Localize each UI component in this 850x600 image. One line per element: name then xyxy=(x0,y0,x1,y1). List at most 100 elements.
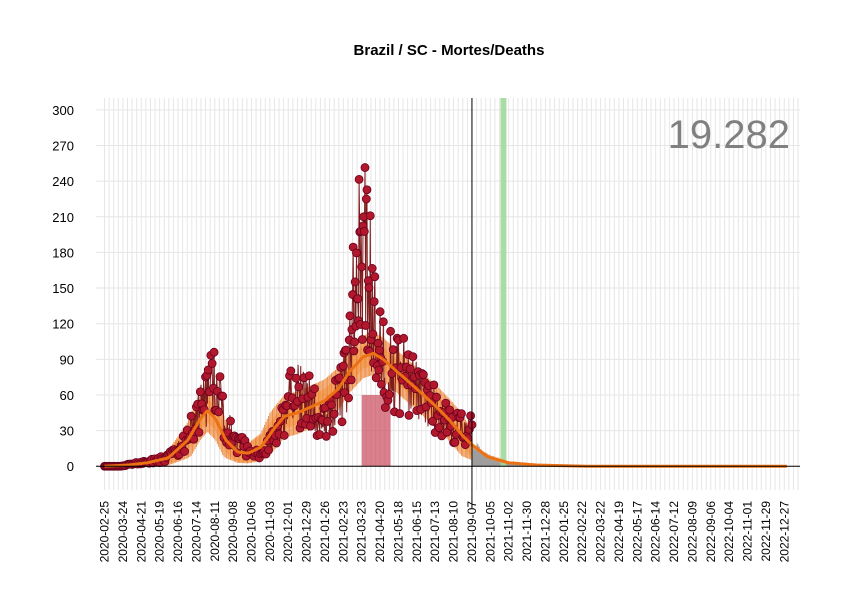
daily-deaths-point xyxy=(408,352,418,361)
x-tick-label: 2021-05-18 xyxy=(391,501,405,563)
daily-deaths-point xyxy=(352,248,361,258)
y-tick-label: 240 xyxy=(52,174,74,189)
x-tick-label: 2021-11-30 xyxy=(520,501,534,562)
x-tick-label: 2022-02-22 xyxy=(575,501,589,563)
x-tick-label: 2021-12-28 xyxy=(538,501,552,563)
y-tick-label: 120 xyxy=(52,317,74,332)
daily-deaths-point xyxy=(195,387,205,397)
daily-deaths-point xyxy=(375,345,384,355)
daily-deaths-point xyxy=(344,393,354,403)
daily-deaths-point xyxy=(279,431,289,440)
x-tick-label: 2021-11-02 xyxy=(502,501,516,562)
daily-deaths-point xyxy=(226,416,235,426)
y-tick-label: 300 xyxy=(52,103,74,118)
x-tick-label: 2021-04-20 xyxy=(373,501,387,563)
daily-deaths-point xyxy=(214,407,224,417)
daily-deaths-point xyxy=(386,326,395,336)
x-tick-label: 2022-07-12 xyxy=(667,501,681,563)
daily-deaths-point xyxy=(264,445,273,455)
daily-deaths-point xyxy=(359,227,369,236)
daily-deaths-point xyxy=(354,174,364,184)
daily-deaths-point xyxy=(338,361,348,371)
daily-deaths-point xyxy=(362,185,372,195)
daily-deaths-point xyxy=(215,372,225,382)
daily-deaths-point xyxy=(432,392,441,402)
daily-deaths-point xyxy=(304,371,314,381)
daily-deaths-point xyxy=(349,346,359,356)
x-tick-label: 2021-09-07 xyxy=(465,501,479,563)
daily-deaths-point xyxy=(272,438,281,448)
daily-deaths-point xyxy=(442,427,452,437)
chart-title: Brazil / SC - Mortes/Deaths xyxy=(354,42,545,59)
x-tick-label: 2022-08-09 xyxy=(685,501,699,563)
forecast-bars xyxy=(472,98,575,467)
x-tick-label: 2020-12-01 xyxy=(281,501,295,563)
daily-deaths-point xyxy=(374,365,384,375)
daily-deaths-point xyxy=(373,338,383,348)
daily-deaths-point xyxy=(378,317,388,327)
daily-deaths-point xyxy=(286,366,296,376)
daily-deaths-point xyxy=(327,400,336,410)
daily-deaths-point xyxy=(404,410,414,420)
x-tick-label: 2020-09-08 xyxy=(226,501,240,563)
daily-deaths-point xyxy=(441,398,451,408)
x-tick-label: 2020-04-21 xyxy=(134,501,148,563)
daily-deaths-point xyxy=(429,380,439,390)
x-tick-label: 2020-06-16 xyxy=(171,501,185,563)
x-tick-label: 2022-12-27 xyxy=(777,501,791,563)
daily-deaths-point xyxy=(310,384,319,394)
daily-deaths-point xyxy=(207,359,217,368)
x-tick-label: 2021-03-23 xyxy=(355,501,369,563)
daily-deaths-point xyxy=(218,391,228,401)
x-tick-label: 2020-02-25 xyxy=(98,501,112,563)
daily-deaths-point xyxy=(350,277,360,287)
daily-deaths-point xyxy=(203,365,213,375)
y-tick-label: 30 xyxy=(60,424,74,439)
daily-deaths-point xyxy=(294,382,304,392)
daily-deaths-point xyxy=(418,370,428,380)
x-tick-label: 2022-06-14 xyxy=(649,501,663,563)
daily-deaths-series xyxy=(100,163,477,471)
daily-deaths-point xyxy=(341,345,351,355)
daily-deaths-point xyxy=(434,423,444,432)
x-tick-label: 2020-08-11 xyxy=(208,501,222,562)
y-tick-label: 90 xyxy=(60,352,74,367)
y-tick-label: 180 xyxy=(52,245,74,260)
daily-deaths-point xyxy=(375,307,385,317)
daily-deaths-point xyxy=(321,431,331,441)
x-tick-label: 2020-03-24 xyxy=(116,501,130,563)
daily-deaths-point xyxy=(445,405,455,415)
x-tick-label: 2022-01-25 xyxy=(557,501,571,563)
total-deaths-label: 19.282 xyxy=(668,113,790,157)
daily-deaths-point xyxy=(369,297,379,307)
daily-deaths-point xyxy=(405,364,415,374)
x-tick-label: 2022-10-04 xyxy=(722,501,736,563)
daily-deaths-point xyxy=(323,417,333,426)
x-tick-label: 2020-11-03 xyxy=(263,501,277,562)
x-tick-label: 2021-07-13 xyxy=(428,501,442,563)
daily-deaths-point xyxy=(350,337,359,347)
daily-deaths-point xyxy=(364,283,374,293)
daily-deaths-point xyxy=(361,321,371,330)
y-tick-label: 150 xyxy=(52,281,74,296)
daily-deaths-point xyxy=(368,329,378,339)
x-tick-label: 2022-05-17 xyxy=(630,501,644,563)
y-tick-label: 0 xyxy=(67,459,74,474)
daily-deaths-point xyxy=(395,409,405,418)
daily-deaths-point xyxy=(450,437,460,447)
daily-deaths-point xyxy=(328,427,338,436)
x-tick-label: 2020-07-14 xyxy=(189,501,203,563)
daily-deaths-point xyxy=(337,417,347,427)
daily-deaths-point xyxy=(291,373,301,383)
daily-deaths-point xyxy=(466,411,476,421)
x-tick-label: 2022-11-29 xyxy=(759,501,773,562)
x-tick-label: 2021-06-15 xyxy=(410,501,424,563)
x-tick-label: 2020-12-29 xyxy=(300,501,314,563)
x-tick-label: 2021-10-05 xyxy=(483,501,497,563)
daily-deaths-point xyxy=(346,375,356,385)
x-tick-label: 2022-09-06 xyxy=(704,501,718,563)
daily-deaths-point xyxy=(384,390,394,399)
daily-deaths-point xyxy=(194,427,204,437)
x-tick-label: 2021-08-10 xyxy=(447,501,461,563)
daily-deaths-point xyxy=(370,272,380,282)
